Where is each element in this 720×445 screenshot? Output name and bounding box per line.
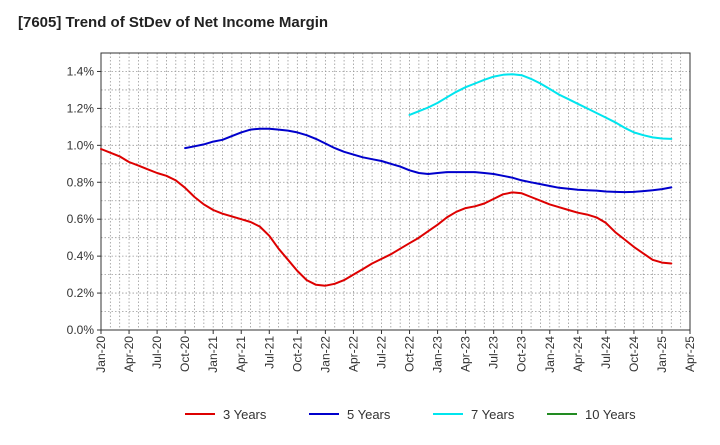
x-tick-label: Oct-20: [178, 336, 192, 372]
x-tick-label: Jul-21: [262, 336, 276, 369]
x-tick-label: Apr-22: [346, 336, 360, 372]
series-line-5-years: [184, 127, 673, 194]
x-tick-label: Jul-24: [599, 336, 613, 369]
legend-label-3-years: 3 Years: [223, 407, 267, 422]
x-tick-label: Jan-22: [318, 336, 332, 373]
y-tick-label: 1.4%: [67, 64, 95, 78]
y-tick-label: 0.8%: [67, 175, 95, 189]
x-tick-label: Jul-20: [150, 336, 164, 369]
x-tick-label: Jan-20: [94, 336, 108, 373]
y-tick-label: 0.2%: [67, 286, 95, 300]
x-tick-label: Oct-24: [627, 336, 641, 372]
x-tick-label: Apr-24: [571, 336, 585, 372]
legend-label-10-years: 10 Years: [585, 407, 636, 422]
x-tick-label: Oct-23: [515, 336, 529, 372]
chart-title: [7605] Trend of StDev of Net Income Marg…: [18, 14, 329, 31]
x-tick-label: Apr-25: [683, 336, 697, 372]
x-tick-label: Jul-23: [487, 336, 501, 369]
y-tick-label: 0.4%: [67, 249, 95, 263]
y-tick-label: 1.2%: [67, 101, 95, 115]
y-tick-label: 1.0%: [67, 138, 95, 152]
y-tick-label: 0.6%: [67, 212, 95, 226]
plot-area: [101, 53, 690, 330]
legend-label-5-years: 5 Years: [347, 407, 391, 422]
y-tick-label: 0.0%: [67, 323, 95, 337]
x-tick-label: Jan-24: [543, 336, 557, 373]
x-tick-label: Jul-22: [374, 336, 388, 369]
x-tick-label: Apr-20: [122, 336, 136, 372]
series-line-3-years: [100, 148, 673, 287]
series-line-7-years: [408, 73, 673, 140]
x-tick-label: Jan-23: [431, 336, 445, 373]
legend-label-7-years: 7 Years: [471, 407, 515, 422]
x-tick-label: Jan-21: [206, 336, 220, 373]
plot-frame: [100, 52, 691, 331]
x-tick-label: Oct-22: [403, 336, 417, 372]
x-tick-label: Apr-23: [459, 336, 473, 372]
x-tick-label: Jan-25: [655, 336, 669, 373]
x-tick-label: Oct-21: [290, 336, 304, 372]
x-tick-label: Apr-21: [234, 336, 248, 372]
